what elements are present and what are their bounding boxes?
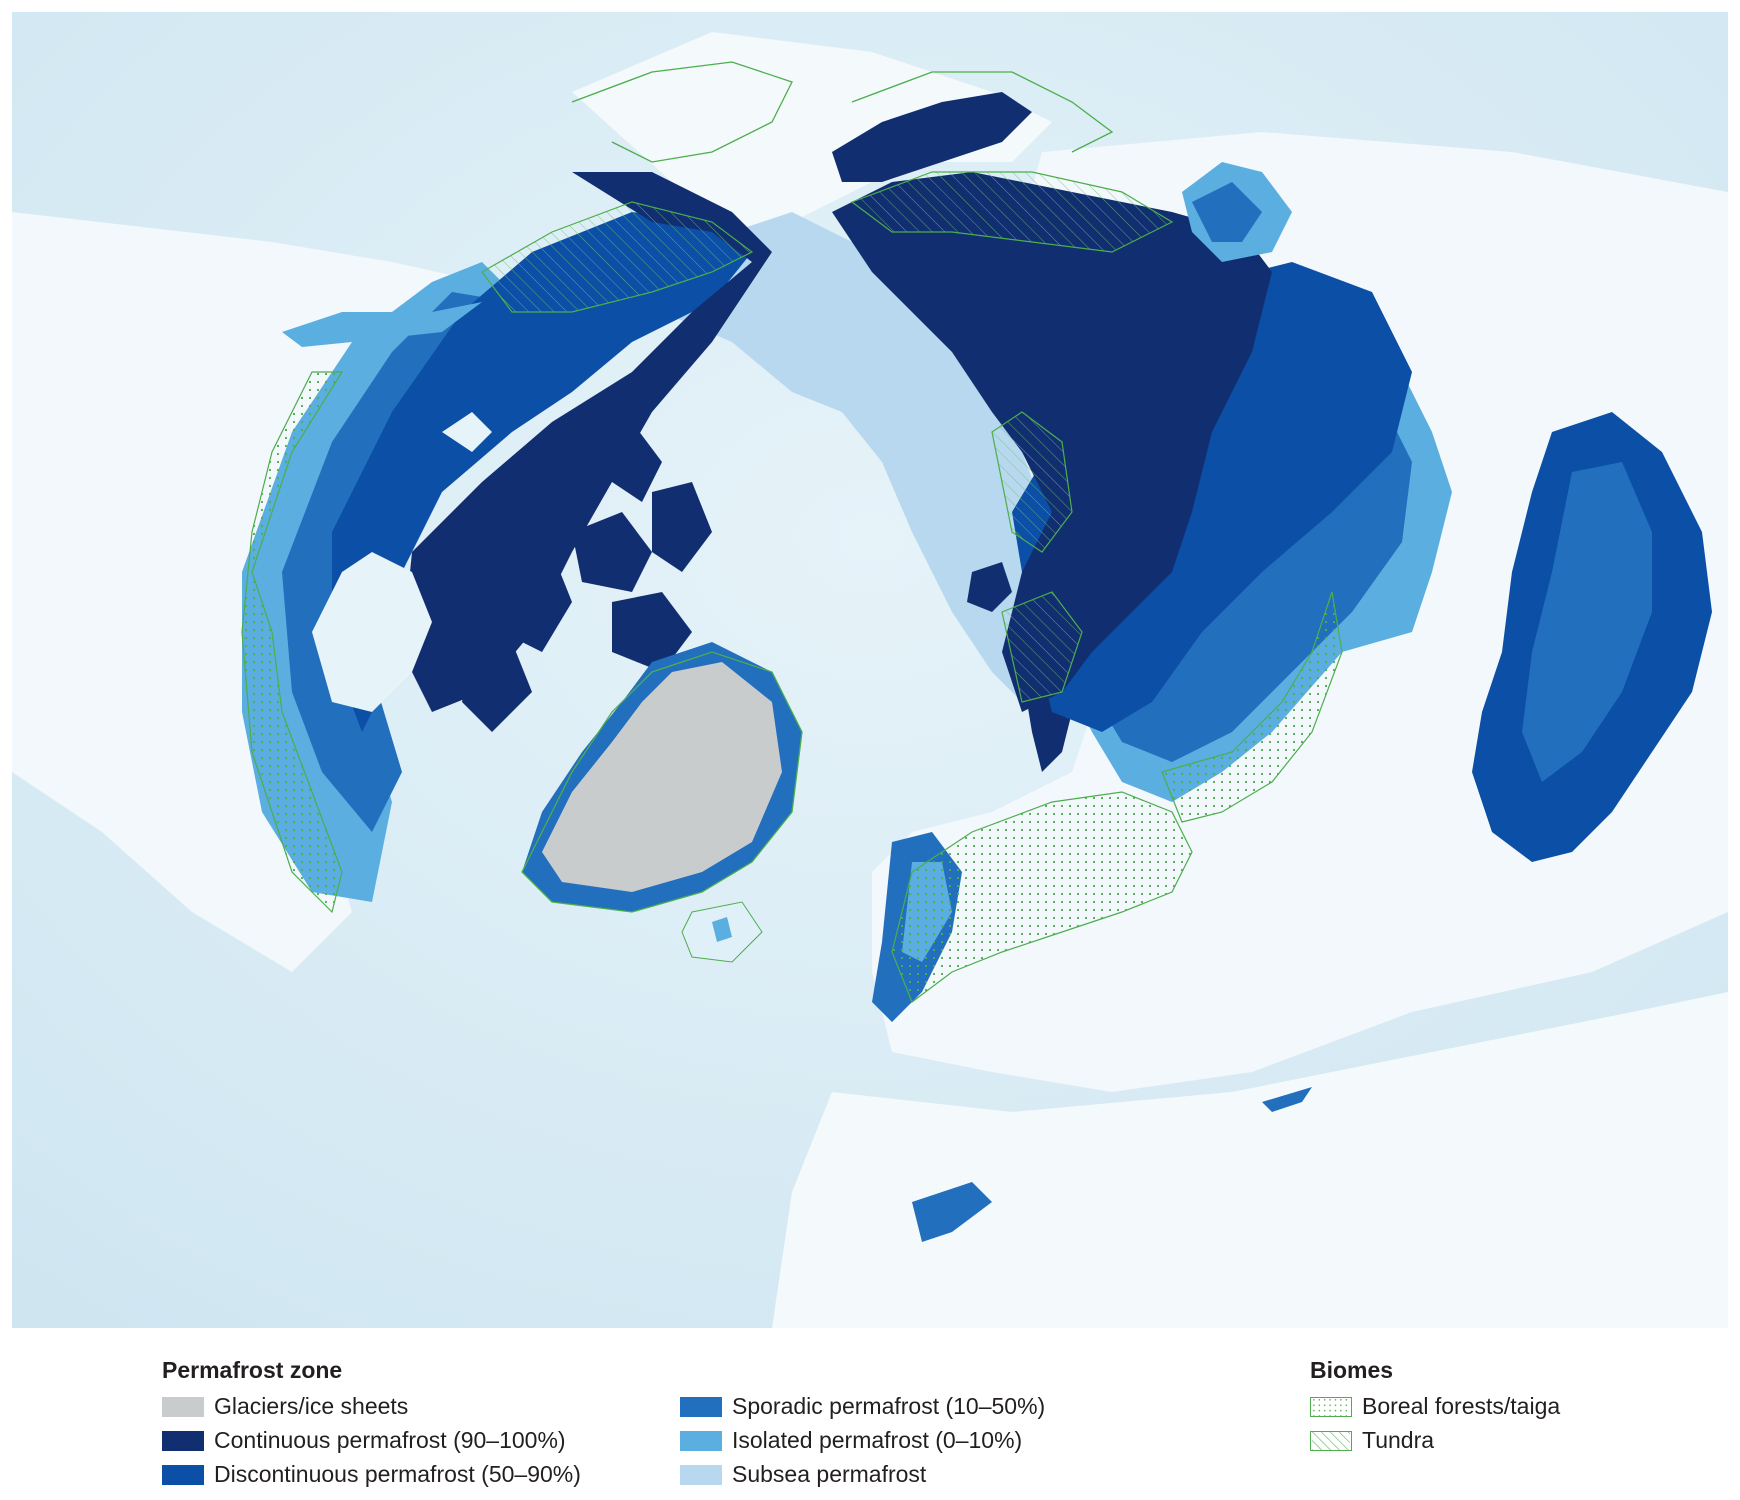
hudson-bay (312, 552, 432, 712)
legend-item-isolated: Isolated permafrost (0–10%) (680, 1427, 1022, 1454)
swatch-glaciers (162, 1396, 204, 1417)
ea-chukotka-continuous (832, 92, 1032, 182)
legend-item-glaciers: Glaciers/ice sheets (162, 1393, 408, 1420)
swatch-boreal (1310, 1396, 1352, 1417)
permafrost-map (12, 12, 1728, 1328)
swatch-isolated (680, 1430, 722, 1451)
great-bear-lake (442, 412, 492, 452)
caucasus (1262, 1087, 1312, 1112)
legend-label-discontinuous: Discontinuous permafrost (50–90%) (214, 1461, 581, 1487)
swatch-discontinuous (162, 1464, 204, 1485)
land-south-eurasia (772, 992, 1728, 1328)
alps (912, 1182, 992, 1242)
greenland-ice-sheet (542, 662, 782, 892)
legend-label-sporadic: Sporadic permafrost (10–50%) (732, 1393, 1046, 1419)
legend-label-tundra: Tundra (1362, 1427, 1435, 1453)
legend-item-subsea: Subsea permafrost (680, 1461, 926, 1488)
legend-permafrost-title: Permafrost zone (162, 1357, 343, 1383)
biome-tundra (481, 171, 1174, 703)
subsea-permafrost (572, 212, 1092, 722)
swatch-tundra (1310, 1430, 1352, 1451)
svalbard (967, 562, 1012, 612)
arctic-archipelago (462, 422, 712, 732)
biome-coastlines (521, 61, 1114, 913)
tibet-sporadic (1522, 462, 1652, 782)
legend-item-discontinuous: Discontinuous permafrost (50–90%) (162, 1461, 581, 1488)
legend-item-tundra: Tundra (1310, 1427, 1434, 1454)
legend-label-isolated: Isolated permafrost (0–10%) (732, 1427, 1023, 1453)
legend-label-subsea: Subsea permafrost (732, 1461, 927, 1487)
legend-label-glaciers: Glaciers/ice sheets (214, 1393, 409, 1419)
legend-item-continuous: Continuous permafrost (90–100%) (162, 1427, 566, 1454)
swatch-sporadic (680, 1396, 722, 1417)
na-alaska-sporadic (282, 302, 482, 347)
legend-label-boreal: Boreal forests/taiga (1362, 1393, 1561, 1419)
ea-kamchatka-sporadic (1192, 182, 1262, 242)
iceland-isolated (712, 917, 732, 942)
legend-biomes-title: Biomes (1310, 1357, 1394, 1383)
legend-label-continuous: Continuous permafrost (90–100%) (214, 1427, 566, 1453)
legend-item-boreal: Boreal forests/taiga (1310, 1393, 1560, 1420)
biome-boreal (241, 371, 1343, 1003)
swatch-subsea (680, 1464, 722, 1485)
swatch-continuous (162, 1430, 204, 1451)
na-continuous (402, 172, 772, 712)
legend-item-sporadic: Sporadic permafrost (10–50%) (680, 1393, 1045, 1420)
